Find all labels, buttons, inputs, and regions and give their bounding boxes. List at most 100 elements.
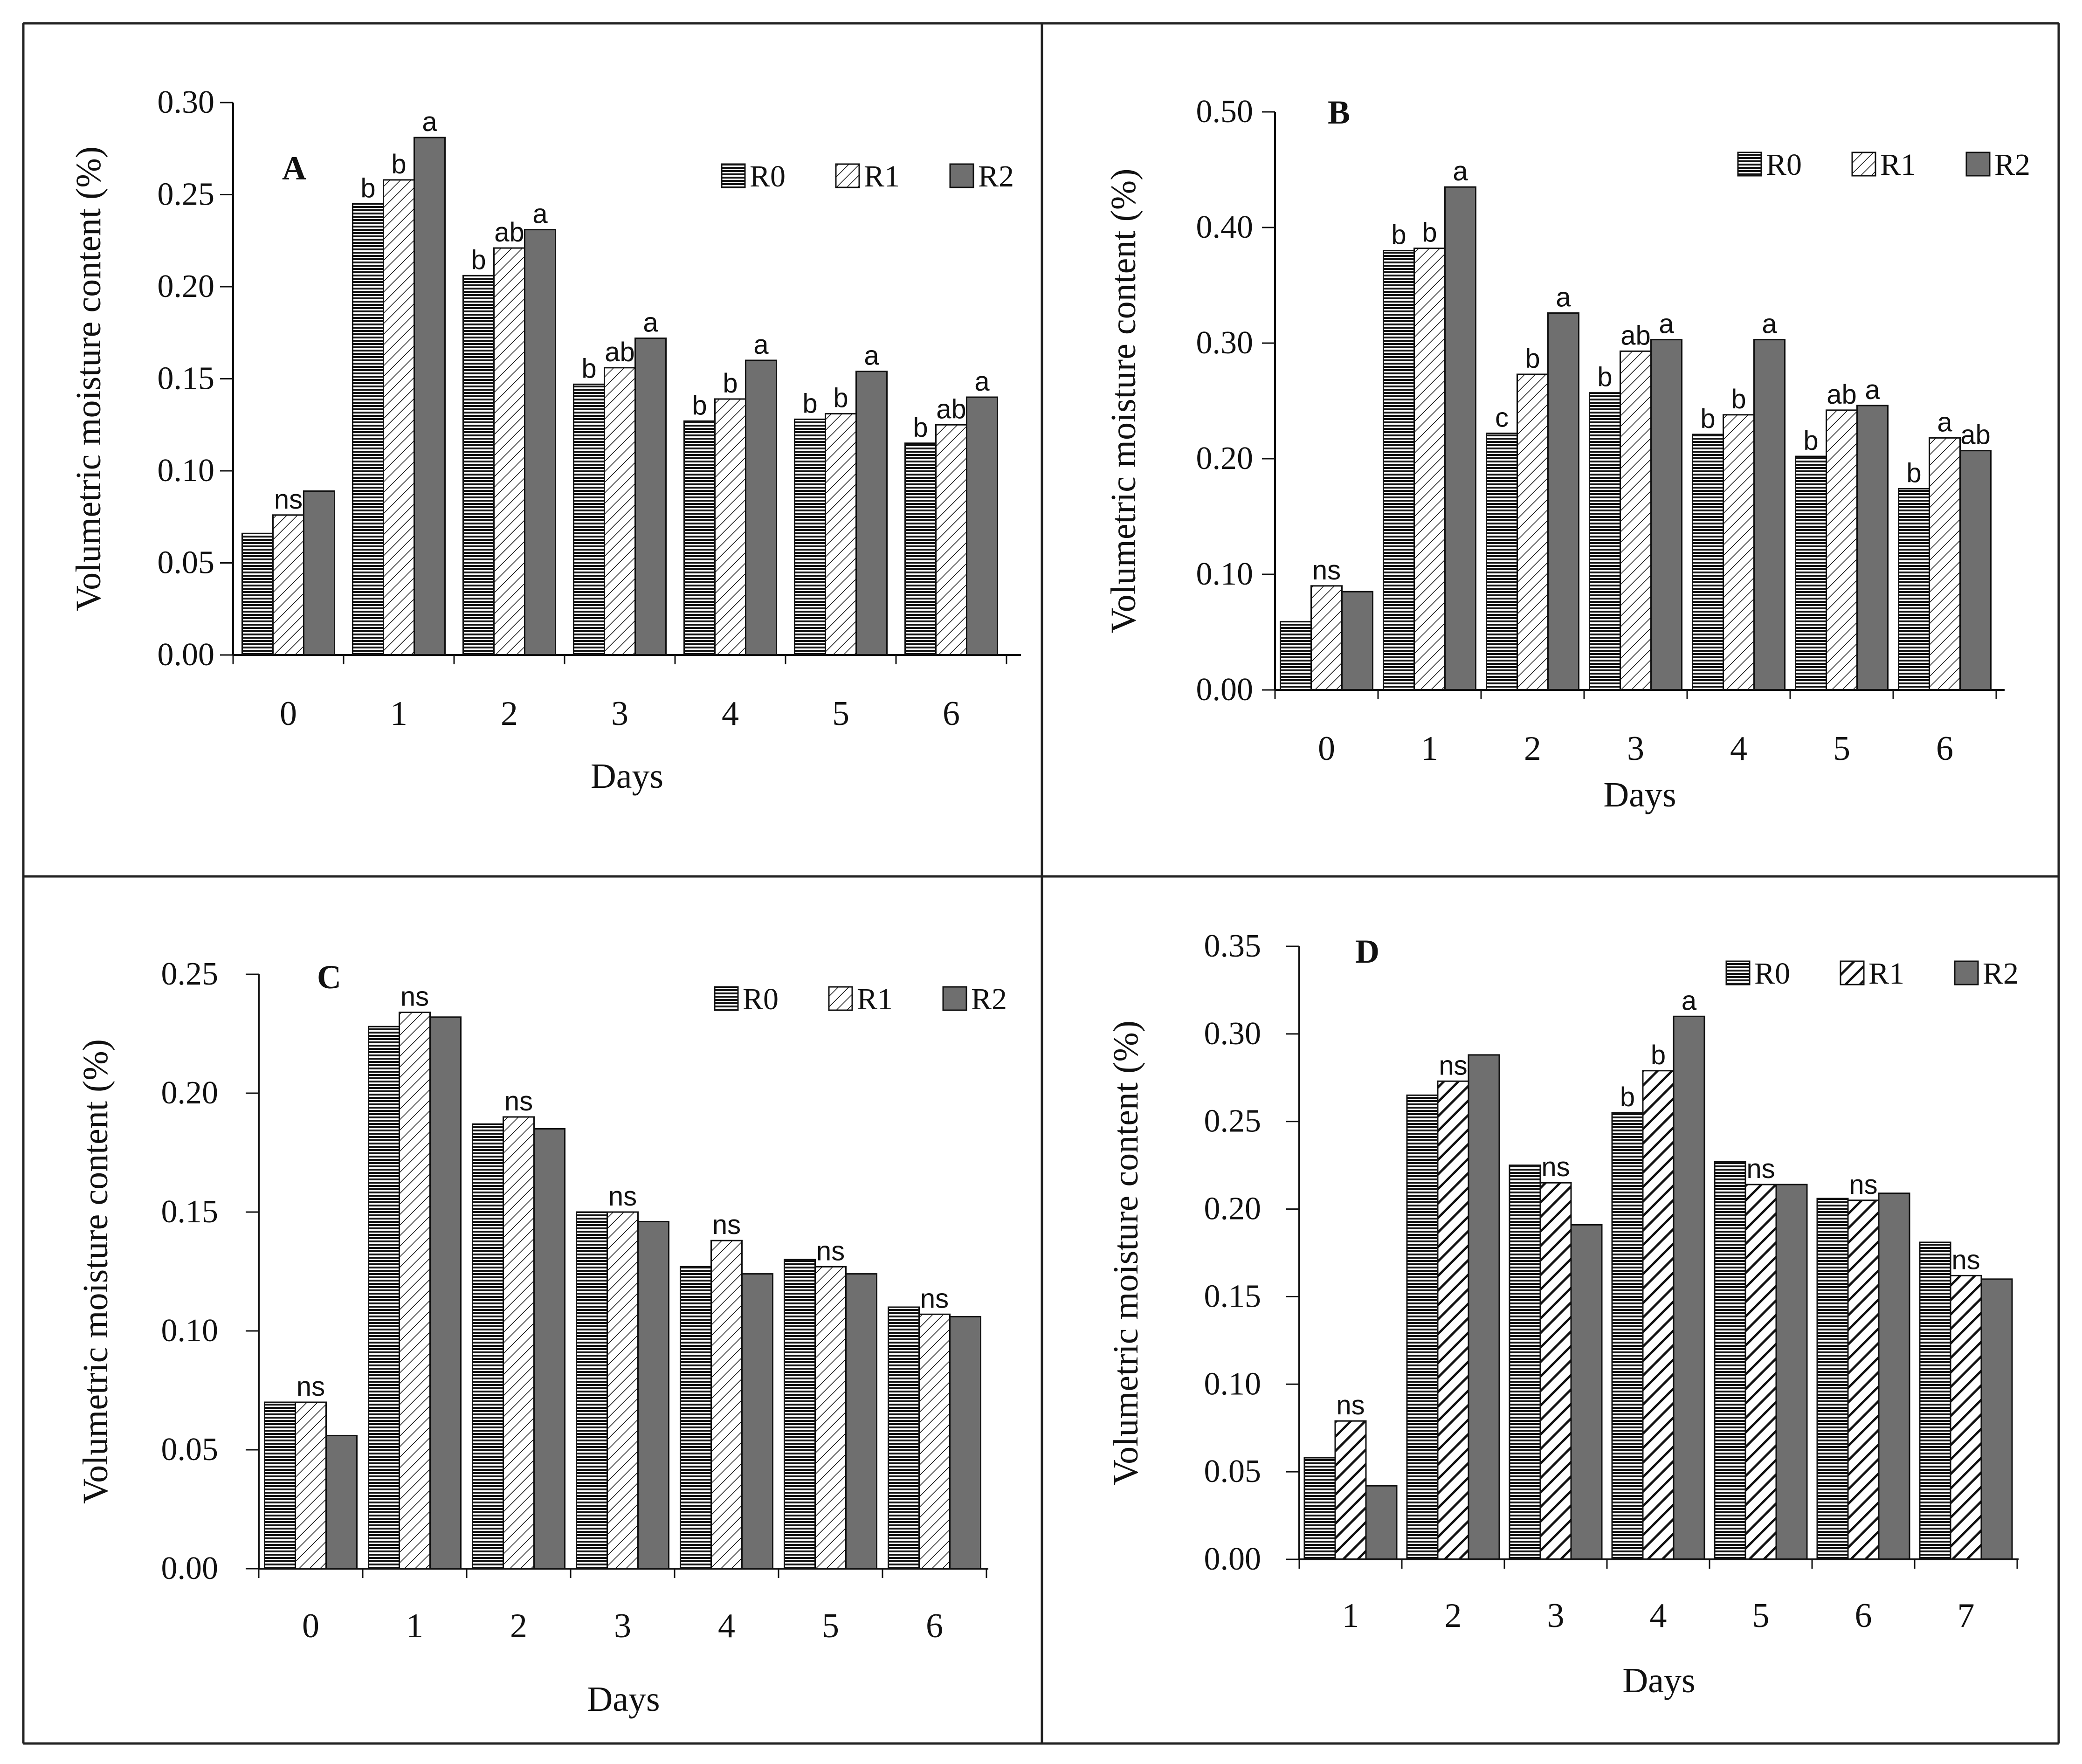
significance-label: b xyxy=(1651,1040,1666,1070)
x-tick-label: 4 xyxy=(1650,1597,1667,1635)
x-tick-label: 2 xyxy=(1445,1597,1462,1635)
y-tick-label: 0.30 xyxy=(1196,325,1254,361)
significance-label: ns xyxy=(920,1283,949,1314)
bar-c-r1-1 xyxy=(399,1012,431,1570)
y-tick-label: 0.20 xyxy=(158,269,215,304)
bar-b-r2-6 xyxy=(1959,450,1992,691)
significance-label: a xyxy=(864,341,879,371)
y-tick-label: 0.00 xyxy=(1196,672,1254,708)
bar-d-r2-2 xyxy=(1468,1054,1500,1560)
bar-c-r1-0 xyxy=(295,1401,327,1570)
legend-label-r0: R0 xyxy=(1766,148,1802,182)
legend-swatch-r0 xyxy=(714,986,739,1011)
x-tick-label: 2 xyxy=(1524,730,1541,768)
significance-label: a xyxy=(1937,407,1952,437)
significance-label: ab xyxy=(605,337,635,367)
bar-a-r2-2 xyxy=(524,229,556,656)
y-tick-label: 0.05 xyxy=(158,545,215,581)
significance-label: ns xyxy=(1746,1154,1775,1184)
significance-label: b xyxy=(1700,404,1715,434)
significance-label: ab xyxy=(494,217,524,248)
bar-a-r0-5 xyxy=(794,418,826,656)
significance-label: ns xyxy=(400,982,429,1012)
significance-label: b xyxy=(692,390,707,420)
y-tick-label: 0.20 xyxy=(161,1075,219,1111)
bar-c-r0-0 xyxy=(264,1401,296,1570)
y-tick-label: 0.20 xyxy=(1204,1191,1262,1227)
x-tick-label: 6 xyxy=(943,695,960,733)
bar-b-r1-1 xyxy=(1413,248,1446,691)
bar-a-r2-0 xyxy=(303,490,335,656)
bar-b-r1-3 xyxy=(1620,350,1652,691)
bar-b-r0-2 xyxy=(1486,432,1518,691)
legend-swatch-r1 xyxy=(835,163,860,188)
y-axis-title: Volumetric moisture content (%) xyxy=(1104,169,1143,634)
legend: R0 R1 R2 xyxy=(1725,957,2019,991)
y-tick-label: 0.25 xyxy=(158,177,215,213)
x-axis-title: Days xyxy=(1622,1661,1695,1700)
bar-c-r1-3 xyxy=(607,1211,639,1570)
legend-swatch-r0 xyxy=(721,163,746,188)
significance-label: c xyxy=(1495,402,1509,433)
y-tick-label: 0.30 xyxy=(1204,1016,1262,1052)
legend-swatch-r2 xyxy=(949,163,974,188)
y-axis-title: Volumetric moisture content (%) xyxy=(76,1039,115,1504)
bar-d-r2-3 xyxy=(1570,1224,1603,1560)
x-tick-label: 3 xyxy=(611,695,628,733)
bar-b-r0-3 xyxy=(1589,392,1621,691)
bar-a-r2-5 xyxy=(855,371,888,656)
significance-label: ns xyxy=(1541,1152,1570,1182)
x-tick-label: 2 xyxy=(510,1607,527,1645)
significance-label: a xyxy=(422,107,437,137)
bar-d-r2-4 xyxy=(1673,1015,1705,1560)
bar-c-r2-6 xyxy=(949,1316,981,1570)
bar-c-r0-5 xyxy=(784,1259,816,1570)
y-tick-label: 0.05 xyxy=(1204,1454,1262,1489)
significance-label: b xyxy=(1525,344,1540,374)
y-tick-label: 0.05 xyxy=(161,1432,219,1468)
bar-c-r0-2 xyxy=(472,1123,504,1570)
y-tick-label: 0.10 xyxy=(1196,556,1254,592)
x-tick-label: 3 xyxy=(614,1607,631,1645)
bar-d-r2-6 xyxy=(1878,1192,1910,1560)
bar-c-r1-5 xyxy=(814,1266,847,1570)
legend-swatch-r0 xyxy=(1737,152,1762,177)
bar-b-r2-4 xyxy=(1753,339,1786,691)
bar-d-r0-7 xyxy=(1919,1241,1951,1560)
significance-label: b xyxy=(1597,362,1612,393)
x-tick-label: 7 xyxy=(1958,1597,1975,1635)
significance-label: b xyxy=(471,245,486,275)
bar-b-r0-5 xyxy=(1795,455,1827,691)
bar-c-r1-4 xyxy=(710,1240,743,1570)
significance-label: a xyxy=(974,366,990,397)
bar-a-r2-3 xyxy=(634,338,667,656)
bar-b-r2-2 xyxy=(1547,312,1579,691)
significance-label: a xyxy=(1556,283,1571,313)
y-tick-label: 0.50 xyxy=(1196,94,1254,130)
bar-a-r1-2 xyxy=(493,247,525,656)
x-tick-label: 5 xyxy=(1752,1597,1770,1635)
significance-label: b xyxy=(1391,220,1406,250)
y-tick-label: 0.10 xyxy=(158,453,215,489)
bar-b-r1-2 xyxy=(1517,373,1549,691)
chart-panel-a: 0.00 0.05 0.10 0.15 0.20 0.25 0.30 0 1 2 3 4 5 6 Days V… xyxy=(69,84,1021,796)
chart-panel-c: 0.00 0.05 0.10 0.15 0.20 0.25 0 1 2 3 4 5 6 Days Volum… xyxy=(76,956,1007,1719)
bar-b-r1-4 xyxy=(1723,414,1755,691)
bar-d-r1-5 xyxy=(1744,1184,1777,1560)
bar-a-r1-0 xyxy=(272,514,304,656)
significance-label: ns xyxy=(1439,1050,1467,1081)
bar-c-r1-2 xyxy=(503,1116,535,1570)
bar-a-r0-2 xyxy=(462,275,495,656)
x-tick-label: 0 xyxy=(280,695,297,733)
bar-a-r2-6 xyxy=(966,396,998,656)
legend-label-r0: R0 xyxy=(743,982,779,1016)
legend-swatch-r1 xyxy=(1840,960,1865,985)
significance-label: b xyxy=(833,383,848,413)
y-tick-label: 0.25 xyxy=(161,956,219,992)
x-tick-label: 3 xyxy=(1547,1597,1565,1635)
legend: R0 R1 R2 xyxy=(1737,148,2030,182)
bar-d-r0-4 xyxy=(1611,1112,1644,1560)
x-tick-label: 2 xyxy=(501,695,518,733)
bar-c-r2-5 xyxy=(845,1273,877,1570)
significance-label: b xyxy=(581,353,596,384)
